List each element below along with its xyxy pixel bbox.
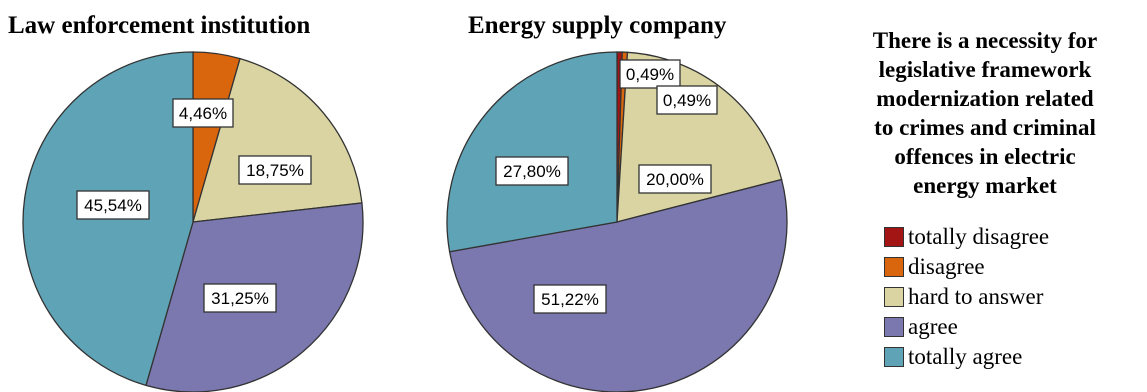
data-label-box <box>533 284 607 314</box>
data-label-box <box>619 59 681 89</box>
legend-title-line: legislative framework <box>878 57 1092 82</box>
legend-label: totally agree <box>908 344 1023 369</box>
legend-title-line: There is a necessity for <box>872 28 1098 53</box>
data-label-box <box>238 155 312 185</box>
legend-label: disagree <box>908 254 985 279</box>
data-label-box <box>656 85 718 115</box>
legend-item-agree: agree <box>884 312 1049 342</box>
legend-title-line: modernization related <box>876 86 1094 111</box>
legend-swatch <box>884 347 904 367</box>
legend-title-line: to crimes and criminal <box>874 115 1096 140</box>
pie-slice-totally-agree <box>446 51 618 253</box>
legend-swatch <box>884 227 904 247</box>
pie-chart-1: 0,49% 0,49% 20,00% 51,22% 27,80% <box>446 51 788 392</box>
data-label-box <box>638 164 712 194</box>
data-label-box <box>495 156 569 186</box>
data-label: 0,49% <box>663 91 711 110</box>
data-label: 20,00% <box>646 170 704 189</box>
legend-item-hard-to-answer: hard to answer <box>884 282 1049 312</box>
data-label: 51,22% <box>541 290 599 309</box>
legend-title: There is a necessity for legislative fra… <box>820 26 1147 200</box>
data-label: 31,25% <box>211 289 269 308</box>
pie-slice-hard-to-answer <box>192 57 363 223</box>
legend-item-disagree: disagree <box>884 252 1049 282</box>
data-label: 18,75% <box>246 161 304 180</box>
data-label: 27,80% <box>503 162 561 181</box>
data-label: 4,46% <box>179 104 227 123</box>
legend-title-line: offences in electric <box>894 144 1076 169</box>
chart-title-energy-supply: Energy supply company <box>468 12 727 39</box>
pie-slice-agree <box>448 178 788 392</box>
legend-item-totally-disagree: totally disagree <box>884 222 1049 252</box>
data-label-box <box>172 98 234 128</box>
pie-chart-0: 4,46% 18,75% 31,25% 45,54% <box>22 51 364 392</box>
legend-item-totally-agree: totally agree <box>884 342 1049 372</box>
legend: totally disagree disagree hard to answer… <box>884 222 1049 372</box>
data-label: 0,49% <box>626 65 674 84</box>
legend-swatch <box>884 287 904 307</box>
legend-label: totally disagree <box>908 224 1050 249</box>
data-label-box <box>203 283 277 313</box>
legend-label: agree <box>908 314 958 339</box>
chart-title-law-enforcement: Law enforcement institution <box>8 12 311 39</box>
data-label-box <box>76 190 150 220</box>
legend-label: hard to answer <box>908 284 1044 309</box>
legend-swatch <box>884 257 904 277</box>
legend-title-line: energy market <box>913 173 1057 198</box>
data-label: 45,54% <box>84 196 142 215</box>
legend-swatch <box>884 317 904 337</box>
